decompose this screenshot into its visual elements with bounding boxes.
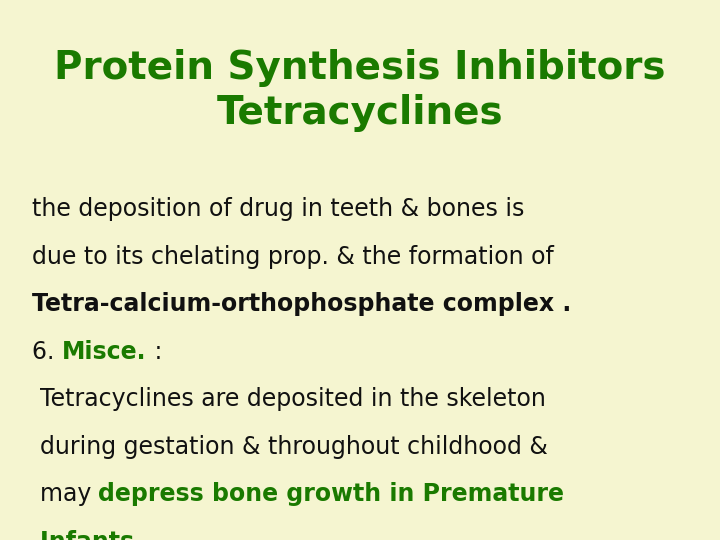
Text: Tetracyclines are deposited in the skeleton: Tetracyclines are deposited in the skele… <box>40 387 546 411</box>
Text: the deposition of drug in teeth & bones is: the deposition of drug in teeth & bones … <box>32 197 525 221</box>
Text: Infants .: Infants . <box>40 530 151 540</box>
Text: :: : <box>147 340 162 363</box>
Text: during gestation & throughout childhood &: during gestation & throughout childhood … <box>40 435 547 458</box>
Text: depress bone growth in Premature: depress bone growth in Premature <box>99 482 564 506</box>
Text: may: may <box>40 482 99 506</box>
Text: due to its chelating prop. & the formation of: due to its chelating prop. & the formati… <box>32 245 554 268</box>
Text: Misce.: Misce. <box>62 340 147 363</box>
Text: Protein Synthesis Inhibitors
Tetracyclines: Protein Synthesis Inhibitors Tetracyclin… <box>54 49 666 132</box>
Text: 6.: 6. <box>32 340 62 363</box>
Text: Tetra-calcium-orthophosphate complex .: Tetra-calcium-orthophosphate complex . <box>32 292 572 316</box>
